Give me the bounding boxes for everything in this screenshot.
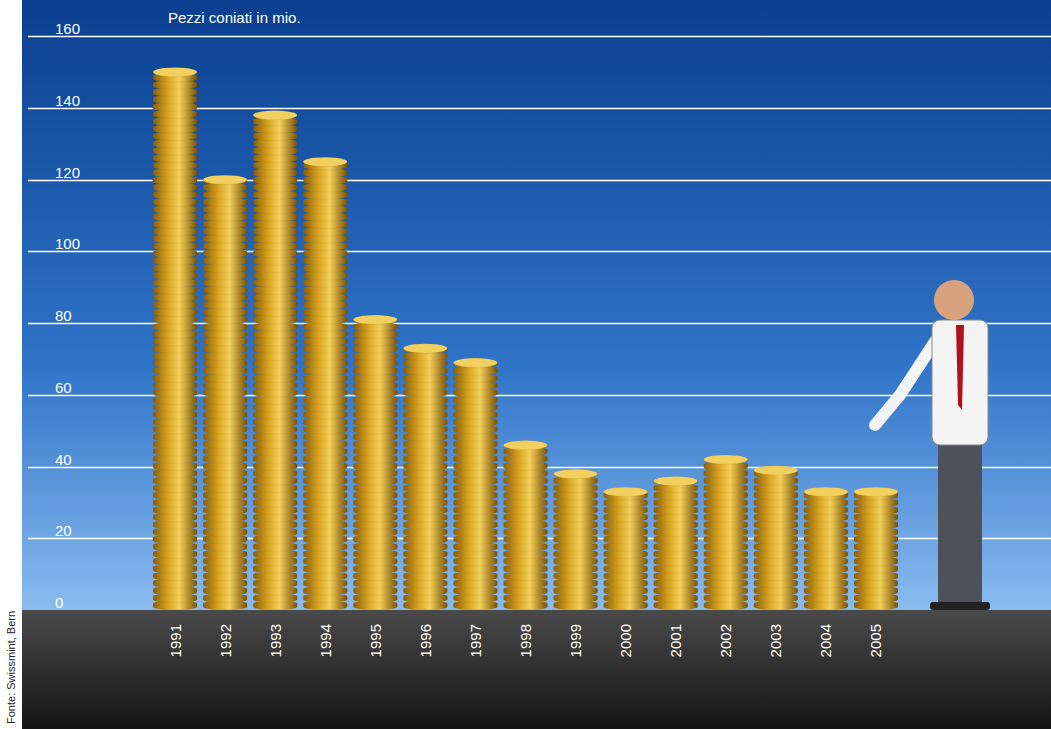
svg-text:Pezzi coniati in mio.: Pezzi coniati in mio.: [168, 9, 301, 26]
svg-text:2005: 2005: [867, 624, 884, 657]
svg-text:2000: 2000: [617, 624, 634, 657]
svg-text:2003: 2003: [767, 624, 784, 657]
svg-text:1999: 1999: [567, 624, 584, 657]
svg-text:60: 60: [55, 379, 72, 396]
svg-text:2002: 2002: [717, 624, 734, 657]
svg-text:2004: 2004: [817, 624, 834, 657]
svg-text:160: 160: [55, 20, 80, 37]
svg-text:1997: 1997: [467, 624, 484, 657]
svg-text:140: 140: [55, 92, 80, 109]
svg-text:1992: 1992: [217, 624, 234, 657]
svg-text:80: 80: [55, 307, 72, 324]
svg-text:1998: 1998: [517, 624, 534, 657]
svg-text:1996: 1996: [417, 624, 434, 657]
svg-text:1994: 1994: [317, 624, 334, 657]
svg-text:2001: 2001: [667, 624, 684, 657]
svg-text:0: 0: [55, 594, 63, 611]
svg-text:100: 100: [55, 235, 80, 252]
svg-text:20: 20: [55, 522, 72, 539]
svg-text:1995: 1995: [367, 624, 384, 657]
svg-text:1991: 1991: [167, 624, 184, 657]
svg-text:1993: 1993: [267, 624, 284, 657]
svg-text:120: 120: [55, 164, 80, 181]
svg-text:40: 40: [55, 451, 72, 468]
svg-text:Fonte: Swissmint, Bern: Fonte: Swissmint, Bern: [5, 611, 17, 724]
